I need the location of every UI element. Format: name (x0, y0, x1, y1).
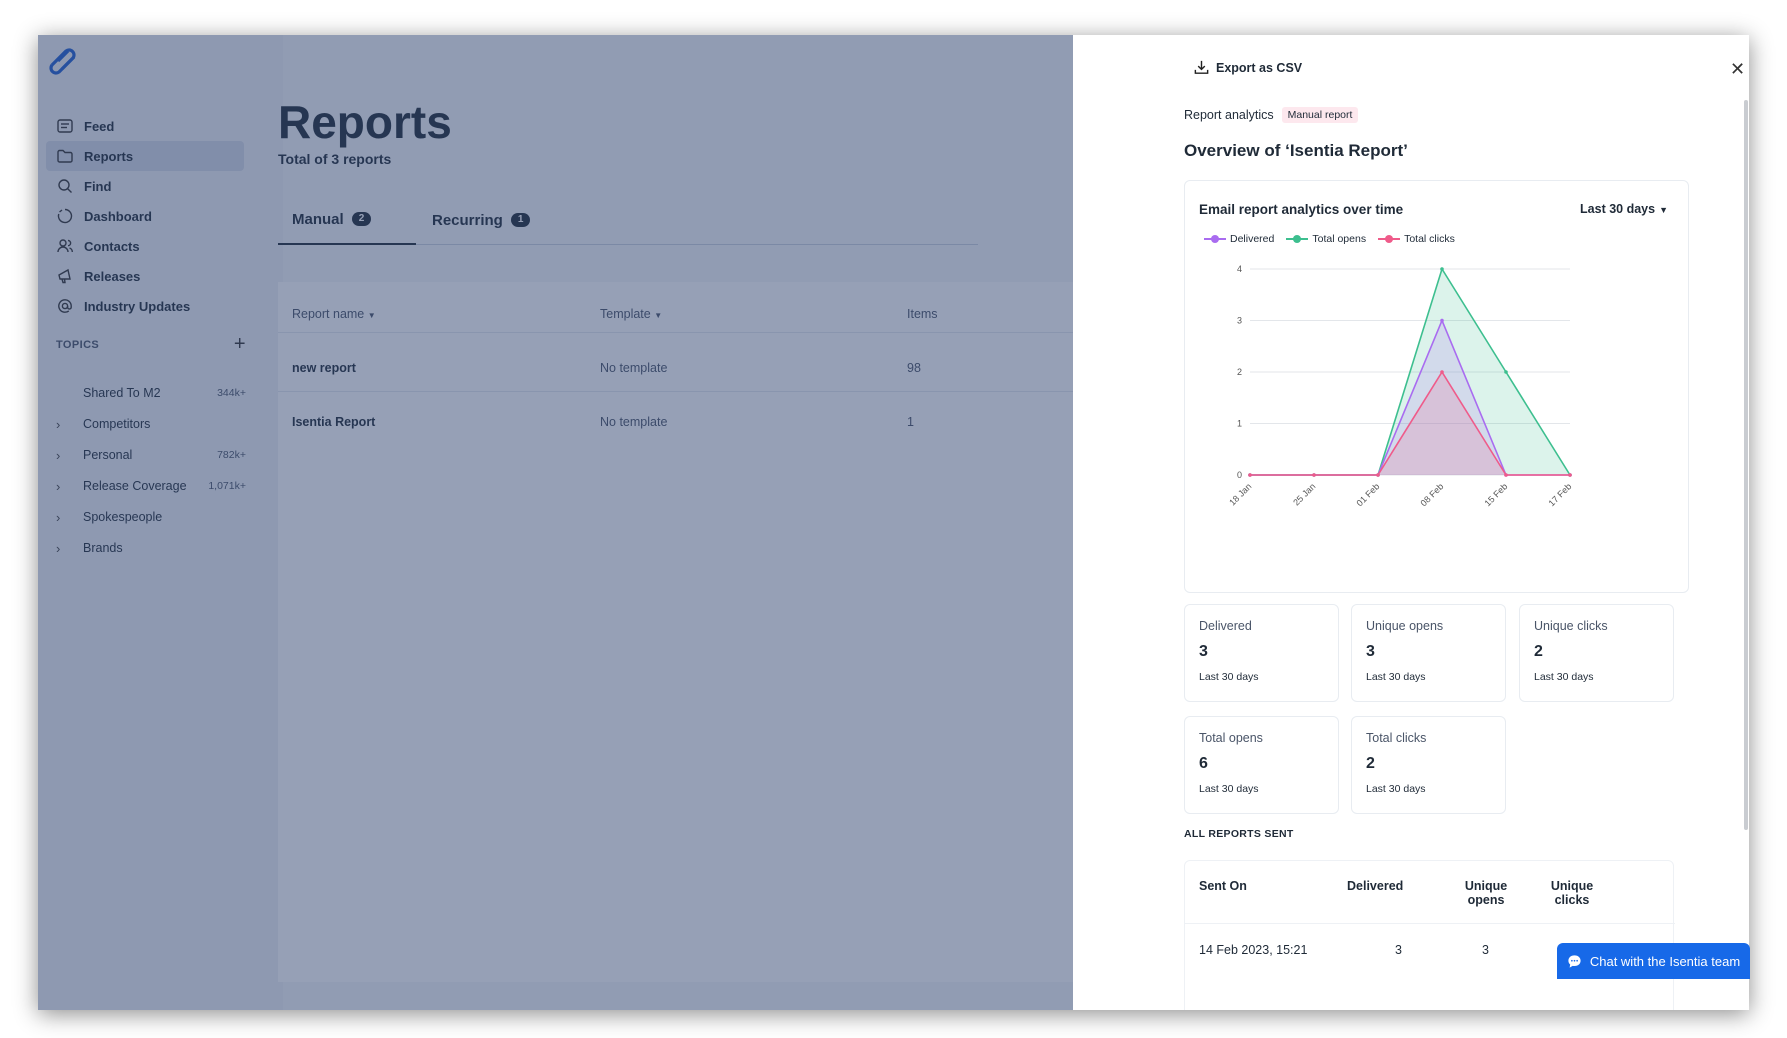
chat-button[interactable]: Chat with the Isentia team (1557, 943, 1750, 979)
data-point (1504, 473, 1508, 477)
data-point (1568, 473, 1572, 477)
app-window: Feed Reports Find Dashboard Contacts Rel… (38, 35, 1749, 1010)
report-type-badge: Manual report (1281, 107, 1359, 123)
sent-col-header: Unique clicks (1550, 879, 1594, 907)
x-tick-label: 08 Feb (1419, 481, 1446, 508)
x-tick-label: 25 Jan (1291, 481, 1317, 507)
y-tick-label: 3 (1237, 316, 1242, 326)
export-label: Export as CSV (1216, 60, 1303, 75)
data-point (1440, 370, 1444, 374)
legend-item-total-clicks[interactable]: Total clicks (1378, 233, 1455, 245)
stat-period: Last 30 days (1366, 671, 1426, 683)
overview-title: Overview of ‘Isentia Report’ (1184, 141, 1408, 160)
sent-col-header: Unique opens (1464, 879, 1508, 907)
sent-reports-table: Sent On Delivered Unique opens Unique cl… (1184, 860, 1675, 1010)
legend-marker (1204, 235, 1226, 243)
legend-item-total-opens[interactable]: Total opens (1286, 233, 1366, 245)
sent-on-cell: 14 Feb 2023, 15:21 (1199, 943, 1308, 957)
analytics-header: Report analytics Manual report (1184, 107, 1359, 123)
chat-label: Chat with the Isentia team (1589, 953, 1741, 969)
x-tick-label: 15 Feb (1483, 481, 1510, 508)
download-icon (1194, 60, 1209, 74)
stat-label: Total opens (1199, 731, 1263, 745)
sent-col-header: Sent On (1199, 879, 1247, 893)
legend-marker (1378, 235, 1401, 243)
data-point (1376, 473, 1380, 477)
export-csv-button[interactable]: Export as CSV (1193, 59, 1302, 76)
legend-label: Delivered (1230, 233, 1275, 245)
stat-label: Unique clicks (1534, 619, 1608, 633)
stat-period: Last 30 days (1366, 783, 1426, 795)
data-point (1504, 370, 1508, 374)
analytics-line-chart: 0 1 2 3 4 18 Jan 25 Jan 01 Feb 08 Feb 15 Feb 17 Fe… (1227, 264, 1574, 508)
stat-value: 2 (1534, 643, 1543, 660)
delivered-cell: 3 (1395, 943, 1402, 957)
all-reports-heading: ALL REPORTS SENT (1184, 828, 1294, 840)
data-point (1440, 267, 1444, 271)
stat-value: 3 (1199, 643, 1208, 660)
legend-label: Total opens (1312, 233, 1367, 245)
stat-card-total-clicks: Total clicks 2 Last 30 days (1351, 716, 1506, 814)
x-tick-label: 17 Feb (1547, 481, 1574, 508)
chart-title: Email report analytics over time (1199, 202, 1404, 217)
modal-backdrop[interactable] (38, 35, 1073, 1010)
stat-period: Last 30 days (1199, 783, 1259, 795)
stat-label: Total clicks (1366, 731, 1427, 745)
sent-col-header: Delivered (1347, 879, 1404, 893)
unique-opens-cell: 3 (1482, 943, 1489, 957)
chat-bubble-icon (1568, 954, 1581, 968)
y-tick-label: 1 (1237, 419, 1242, 429)
y-tick-label: 4 (1237, 264, 1242, 274)
data-point (1248, 473, 1252, 477)
stat-period: Last 30 days (1199, 671, 1259, 683)
x-tick-label: 18 Jan (1227, 481, 1253, 507)
date-range-select[interactable]: Last 30 days ▼ (1580, 202, 1668, 216)
stat-label: Unique opens (1366, 619, 1444, 633)
legend-label: Total clicks (1404, 233, 1455, 245)
data-point (1440, 318, 1444, 323)
panel-scrollbar[interactable] (1744, 100, 1748, 830)
close-icon[interactable]: ✕ (1730, 59, 1746, 79)
legend-marker (1286, 235, 1309, 243)
x-tick-label: 01 Feb (1355, 481, 1382, 508)
y-tick-label: 2 (1237, 367, 1242, 377)
report-analytics-panel: Export as CSV ✕ Report analytics Manual … (1073, 35, 1749, 1010)
data-point (1312, 473, 1316, 477)
stat-card-unique-opens: Unique opens 3 Last 30 days (1351, 604, 1506, 702)
stat-value: 3 (1366, 643, 1375, 660)
stat-period: Last 30 days (1534, 671, 1594, 683)
row-divider (1185, 923, 1675, 924)
series-line (1250, 370, 1570, 476)
caret-down-icon: ▼ (1659, 205, 1668, 215)
date-range-value: Last 30 days (1580, 202, 1656, 216)
legend-item-delivered[interactable]: Delivered (1204, 233, 1274, 245)
stat-value: 2 (1366, 755, 1375, 772)
analytics-chart-card: Email report analytics over time Last 30… (1184, 180, 1689, 593)
stat-label: Delivered (1199, 619, 1252, 633)
stat-card-delivered: Delivered 3 Last 30 days (1184, 604, 1339, 702)
chart-legend: Delivered Total opens Total clicks (1204, 233, 1455, 245)
stat-card-unique-clicks: Unique clicks 2 Last 30 days (1519, 604, 1674, 702)
analytics-label: Report analytics (1184, 108, 1274, 122)
stat-card-total-opens: Total opens 6 Last 30 days (1184, 716, 1339, 814)
stat-value: 6 (1199, 755, 1208, 772)
y-tick-label: 0 (1237, 470, 1242, 480)
